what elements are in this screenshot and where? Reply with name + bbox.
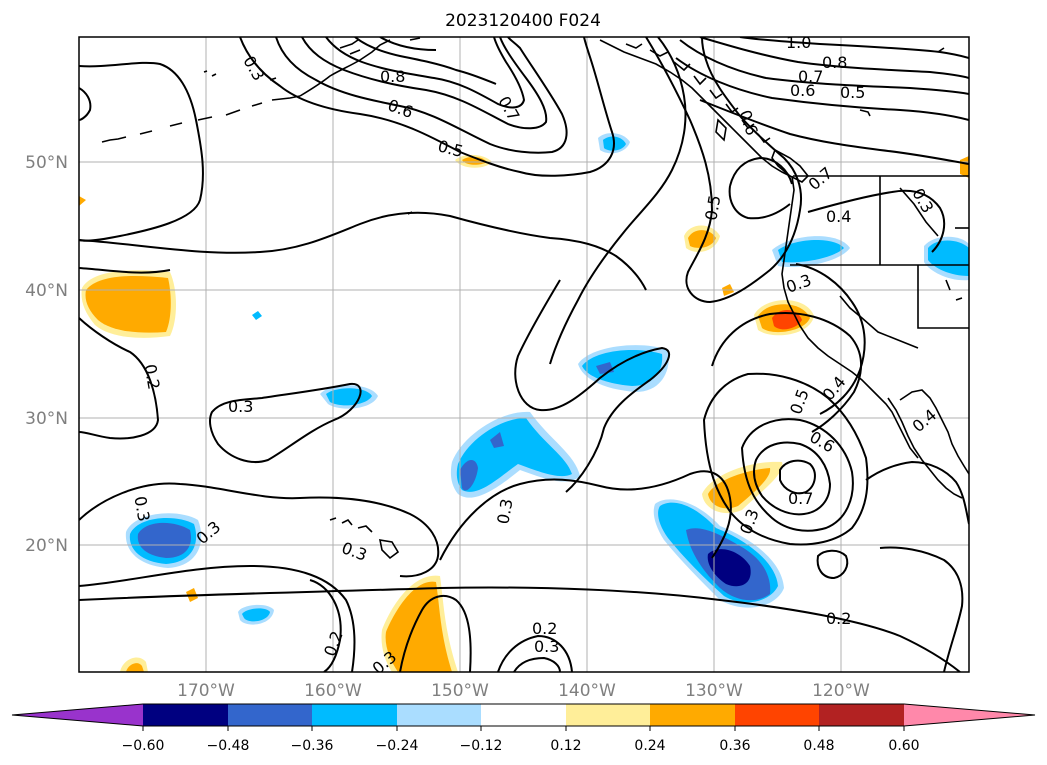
lon-label: 120°W: [812, 681, 870, 701]
contour-label: 0.8: [822, 53, 847, 72]
colorbar-tick-label: −0.48: [207, 738, 250, 754]
latitude-labels: 50°N 40°N 30°N 20°N: [25, 153, 68, 556]
contour-label: 0.5: [840, 83, 865, 102]
coastlines: [101, 37, 969, 560]
contour-label: 0.6: [790, 81, 815, 100]
contour-label: 0.2: [826, 609, 851, 628]
lon-label: 160°W: [304, 681, 362, 701]
lat-label: 40°N: [25, 281, 68, 301]
lon-label: 130°W: [685, 681, 743, 701]
contour-label: 0.2: [140, 363, 163, 391]
colorbar-segment: [481, 704, 566, 726]
colorbar-tick-label: −0.24: [376, 738, 419, 754]
colorbar-tick-label: 0.48: [803, 738, 834, 754]
contour-label: 0.4: [826, 207, 851, 226]
contour-label: 0.3: [534, 637, 559, 656]
colorbar-segment: [566, 704, 650, 726]
contour-label: 0.5: [701, 194, 724, 222]
longitude-labels: 170°W 160°W 150°W 140°W 130°W 120°W: [177, 681, 870, 701]
colorbar-segment: [312, 704, 397, 726]
colorbar-tick-label: −0.60: [122, 738, 165, 754]
gridlines: [79, 37, 969, 672]
contour-label: 0.2: [532, 619, 557, 638]
colorbar-tick-label: −0.12: [460, 738, 503, 754]
colorbar-segment: [12, 704, 143, 726]
contour-label: 1.0: [786, 33, 811, 52]
map-title: 2023120400 F024: [445, 11, 601, 31]
plot-frame: [78, 36, 970, 673]
colorbar-segment: [397, 704, 481, 726]
lon-label: 170°W: [177, 681, 235, 701]
colorbar-tick-label: 0.60: [888, 738, 919, 754]
colorbar-tick-label: −0.36: [291, 738, 334, 754]
colorbar-segment: [650, 704, 735, 726]
colorbar-segment: [228, 704, 312, 726]
colorbar-segment: [143, 704, 228, 726]
lat-label: 50°N: [25, 153, 68, 173]
lat-label: 30°N: [25, 409, 68, 429]
contour-label: 0.7: [788, 489, 813, 508]
colorbar: −0.60 −0.48 −0.36 −0.24 −0.12 0.12 0.24 …: [11, 703, 1036, 754]
contour-label: 0.8: [380, 67, 405, 86]
contour-label: 0.3: [130, 495, 153, 523]
contour-lines: [79, 37, 969, 672]
colorbar-segment: [904, 704, 1035, 726]
lat-label: 20°N: [25, 536, 68, 556]
map-area: 1.0 0.8 0.7 0.6 0.5 0.3 0.8 0.6 0.5 0.7 …: [79, 33, 969, 672]
lon-label: 140°W: [558, 681, 616, 701]
colorbar-tick-label: 0.24: [634, 738, 665, 754]
contour-label: 0.3: [228, 397, 253, 416]
lon-label: 150°W: [431, 681, 489, 701]
contour-label: 0.7: [798, 67, 823, 86]
colorbar-tick-label: 0.12: [550, 738, 581, 754]
colorbar-segment: [819, 704, 904, 726]
colorbar-tick-label: 0.36: [719, 738, 750, 754]
contour-label: 0.3: [493, 497, 516, 525]
colorbar-segment: [735, 704, 819, 726]
